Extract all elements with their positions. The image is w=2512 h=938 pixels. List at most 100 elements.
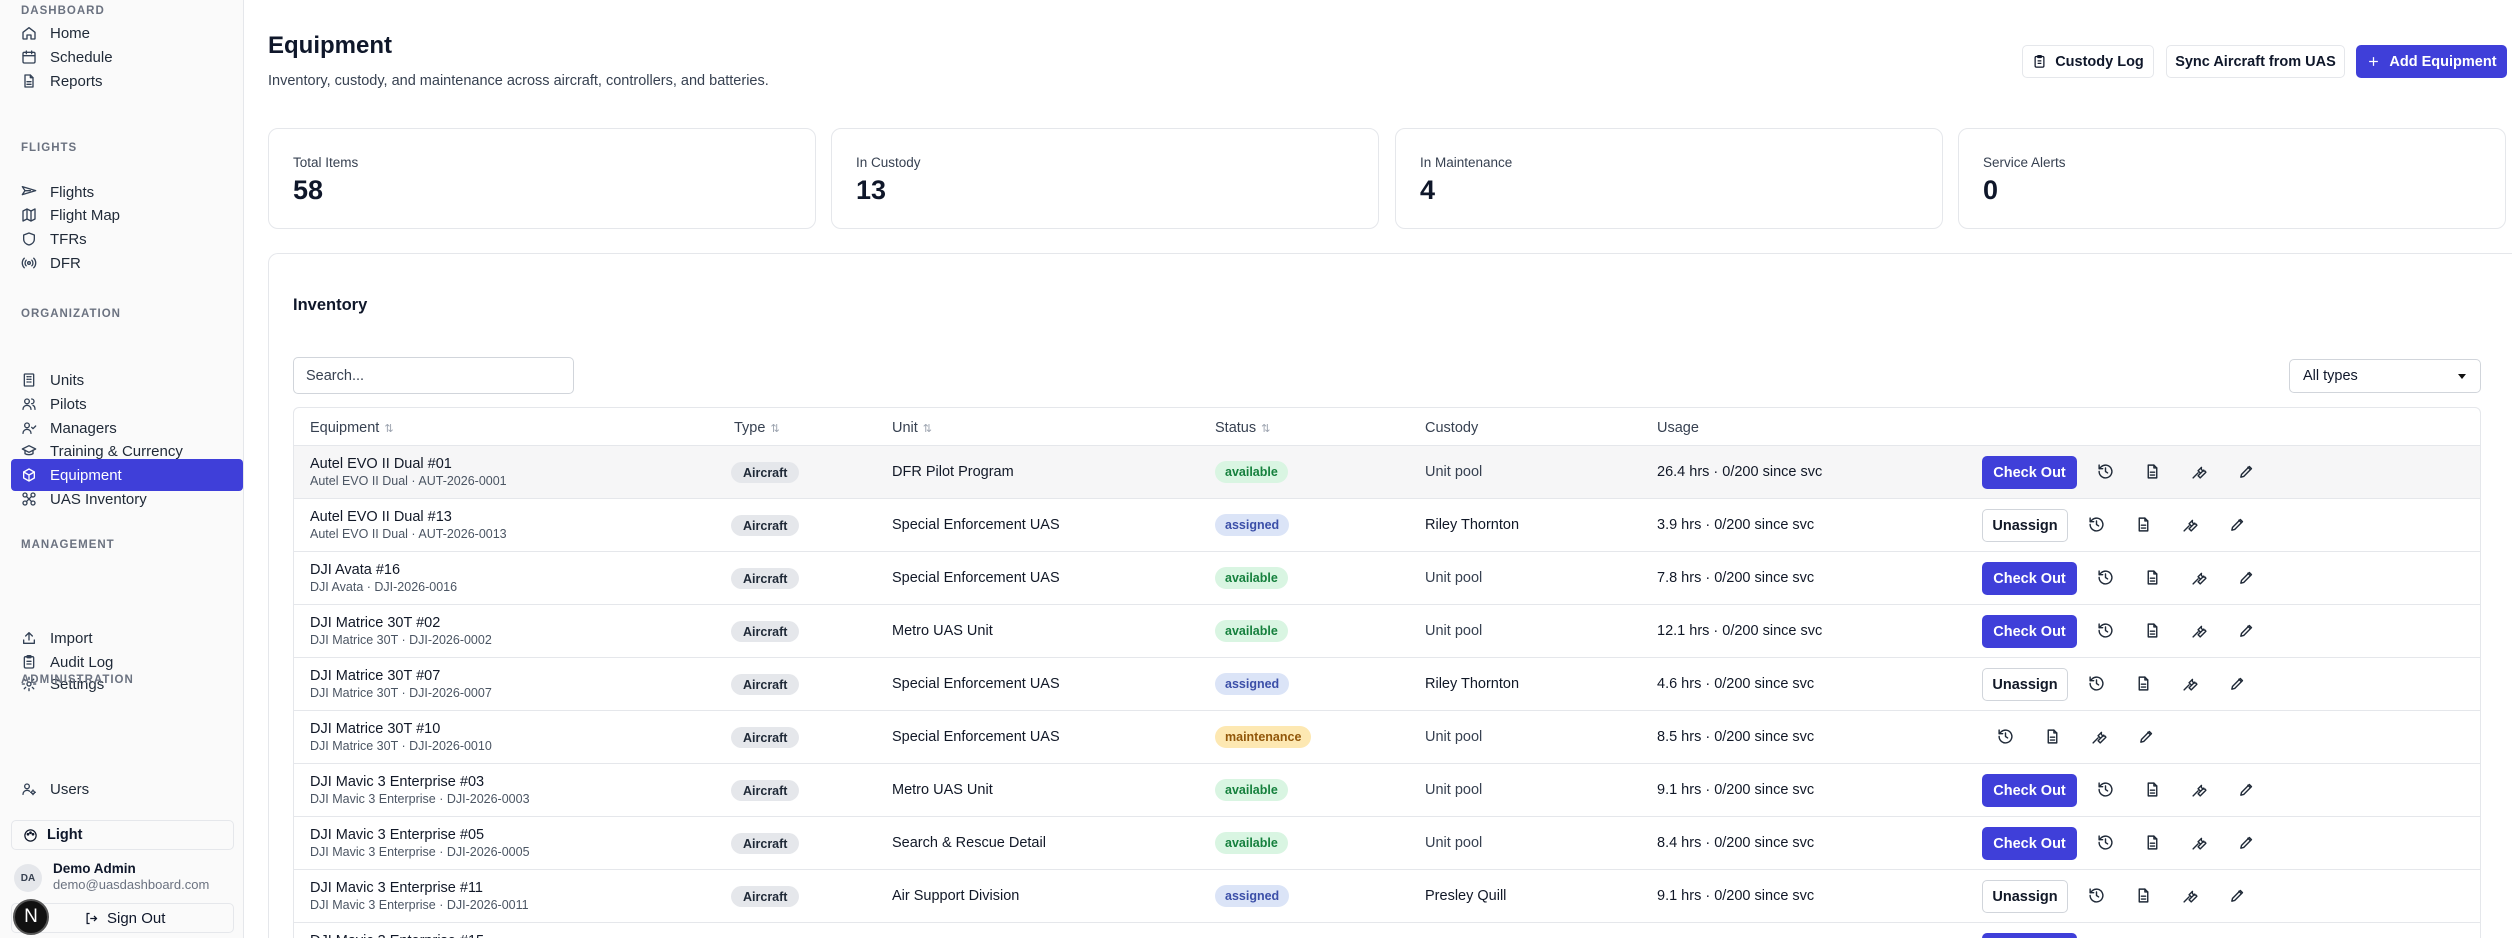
sidebar-item-label: Audit Log bbox=[50, 653, 114, 671]
document-icon bbox=[2047, 729, 2058, 744]
sidebar-item-dfr[interactable]: DFR bbox=[11, 247, 243, 279]
check-out-button[interactable]: Check Out bbox=[1982, 562, 2077, 595]
sidebar-item-audit-log[interactable]: Audit Log bbox=[11, 646, 243, 678]
sidebar-item-tfrs[interactable]: TFRs bbox=[11, 223, 243, 255]
unassign-button[interactable]: Unassign bbox=[1982, 668, 2068, 701]
history-action[interactable] bbox=[2097, 622, 2114, 639]
pencil-action[interactable] bbox=[2229, 887, 2246, 904]
sidebar-item-equipment[interactable]: Equipment bbox=[11, 459, 243, 491]
pencil-icon bbox=[2140, 730, 2153, 743]
status-badge: available bbox=[1215, 620, 1288, 642]
wrench-action[interactable] bbox=[2182, 675, 2199, 692]
unit-cell: Search & Rescue Detail bbox=[892, 835, 1046, 851]
custody-log-button[interactable]: Custody Log bbox=[2022, 45, 2154, 78]
table-row[interactable]: Autel EVO II Dual #13 Autel EVO II Dual … bbox=[294, 499, 2480, 552]
document-action[interactable] bbox=[2144, 569, 2161, 586]
check-out-button[interactable]: Check Out bbox=[1982, 933, 2077, 938]
sort-icon: ⇅ bbox=[922, 422, 933, 435]
usage-cell: 9.1 hrs · 0/200 since svc bbox=[1657, 888, 1815, 904]
sidebar-item-import[interactable]: Import bbox=[11, 622, 243, 654]
wrench-icon bbox=[2183, 678, 2198, 691]
check-out-button[interactable]: Check Out bbox=[1982, 774, 2077, 807]
history-action[interactable] bbox=[1997, 728, 2014, 745]
sidebar-item-managers[interactable]: Managers bbox=[11, 412, 243, 444]
document-action[interactable] bbox=[2135, 675, 2152, 692]
table-row[interactable]: DJI Mavic 3 Enterprise #03 DJI Mavic 3 E… bbox=[294, 764, 2480, 817]
history-action[interactable] bbox=[2097, 834, 2114, 851]
sidebar-item-settings[interactable]: Settings bbox=[11, 668, 243, 700]
sidebar-item-users[interactable]: Users bbox=[11, 773, 243, 805]
wrench-action[interactable] bbox=[2191, 622, 2208, 639]
pencil-action[interactable] bbox=[2238, 781, 2255, 798]
pencil-action[interactable] bbox=[2238, 569, 2255, 586]
wrench-action[interactable] bbox=[2182, 516, 2199, 533]
pencil-action[interactable] bbox=[2238, 463, 2255, 480]
sidebar-item-schedule[interactable]: Schedule bbox=[11, 41, 243, 73]
pencil-icon bbox=[2231, 518, 2244, 531]
check-out-button[interactable]: Check Out bbox=[1982, 456, 2077, 489]
pencil-action[interactable] bbox=[2238, 834, 2255, 851]
sidebar-item-home[interactable]: Home bbox=[11, 17, 243, 49]
table-row[interactable]: DJI Matrice 30T #10 DJI Matrice 30T · DJ… bbox=[294, 711, 2480, 764]
table-row[interactable]: DJI Mavic 3 Enterprise #11 DJI Mavic 3 E… bbox=[294, 870, 2480, 923]
theme-toggle-button[interactable]: Light bbox=[11, 820, 234, 850]
document-action[interactable] bbox=[2144, 463, 2161, 480]
unassign-button[interactable]: Unassign bbox=[1982, 509, 2068, 542]
wrench-action[interactable] bbox=[2182, 887, 2199, 904]
document-action[interactable] bbox=[2044, 728, 2061, 745]
sidebar-item-pilots[interactable]: Pilots bbox=[11, 388, 243, 420]
document-action[interactable] bbox=[2135, 887, 2152, 904]
wrench-action[interactable] bbox=[2191, 463, 2208, 480]
status-badge: maintenance bbox=[1215, 726, 1312, 748]
history-action[interactable] bbox=[2088, 675, 2105, 692]
column-header-type[interactable]: Type ⇅ bbox=[734, 420, 780, 436]
history-action[interactable] bbox=[2088, 516, 2105, 533]
column-header-status[interactable]: Status ⇅ bbox=[1215, 420, 1270, 436]
wrench-action[interactable] bbox=[2091, 728, 2108, 745]
table-row[interactable]: DJI Matrice 30T #07 DJI Matrice 30T · DJ… bbox=[294, 658, 2480, 711]
check-out-button[interactable]: Check Out bbox=[1982, 827, 2077, 860]
app-logo: N bbox=[13, 899, 49, 935]
users-icon bbox=[22, 398, 36, 410]
table-row[interactable]: DJI Matrice 30T #02 DJI Matrice 30T · DJ… bbox=[294, 605, 2480, 658]
document-action[interactable] bbox=[2135, 516, 2152, 533]
wrench-action[interactable] bbox=[2191, 781, 2208, 798]
document-action[interactable] bbox=[2144, 834, 2161, 851]
sign-out-button[interactable]: Sign Out bbox=[11, 903, 234, 933]
history-action[interactable] bbox=[2088, 887, 2105, 904]
sidebar-item-flight-map[interactable]: Flight Map bbox=[11, 199, 243, 231]
history-action[interactable] bbox=[2097, 781, 2114, 798]
table-row[interactable]: Autel EVO II Dual #01 Autel EVO II Dual … bbox=[294, 446, 2480, 499]
search-input[interactable] bbox=[293, 357, 574, 394]
sidebar-item-units[interactable]: Units bbox=[11, 364, 243, 396]
check-out-button[interactable]: Check Out bbox=[1982, 615, 2077, 648]
table-row[interactable]: DJI Mavic 3 Enterprise #15 Aircraft avai… bbox=[294, 923, 2480, 938]
sidebar-item-label: Pilots bbox=[50, 395, 87, 413]
table-row[interactable]: DJI Mavic 3 Enterprise #05 DJI Mavic 3 E… bbox=[294, 817, 2480, 870]
sidebar-item-uas-inventory[interactable]: UAS Inventory bbox=[11, 483, 243, 515]
document-action[interactable] bbox=[2144, 622, 2161, 639]
document-action[interactable] bbox=[2144, 781, 2161, 798]
wrench-action[interactable] bbox=[2191, 834, 2208, 851]
sync-aircraft-button[interactable]: Sync Aircraft from UAS bbox=[2166, 45, 2345, 78]
add-equipment-button[interactable]: Add Equipment bbox=[2356, 45, 2507, 78]
sidebar-item-flights[interactable]: Flights bbox=[11, 176, 243, 208]
column-header-unit[interactable]: Unit ⇅ bbox=[892, 420, 932, 436]
sidebar-item-reports[interactable]: Reports bbox=[11, 65, 243, 97]
table-row[interactable]: DJI Avata #16 DJI Avata · DJI-2026-0016 … bbox=[294, 552, 2480, 605]
pencil-action[interactable] bbox=[2138, 728, 2155, 745]
sidebar-item-training-currency[interactable]: Training & Currency bbox=[11, 435, 243, 467]
sidebar-item-label: Import bbox=[50, 629, 93, 647]
user-name: Demo Admin bbox=[53, 861, 136, 876]
history-action[interactable] bbox=[2097, 463, 2114, 480]
type-filter-select[interactable]: All types bbox=[2289, 359, 2481, 393]
wrench-action[interactable] bbox=[2191, 569, 2208, 586]
pencil-action[interactable] bbox=[2238, 622, 2255, 639]
unassign-button[interactable]: Unassign bbox=[1982, 880, 2068, 913]
column-header-equipment[interactable]: Equipment ⇅ bbox=[310, 420, 394, 436]
equipment-name: DJI Mavic 3 Enterprise #03 bbox=[310, 774, 485, 790]
history-action[interactable] bbox=[2097, 569, 2114, 586]
pencil-action[interactable] bbox=[2229, 516, 2246, 533]
pencil-action[interactable] bbox=[2229, 675, 2246, 692]
sidebar-item-label: Settings bbox=[50, 675, 105, 693]
